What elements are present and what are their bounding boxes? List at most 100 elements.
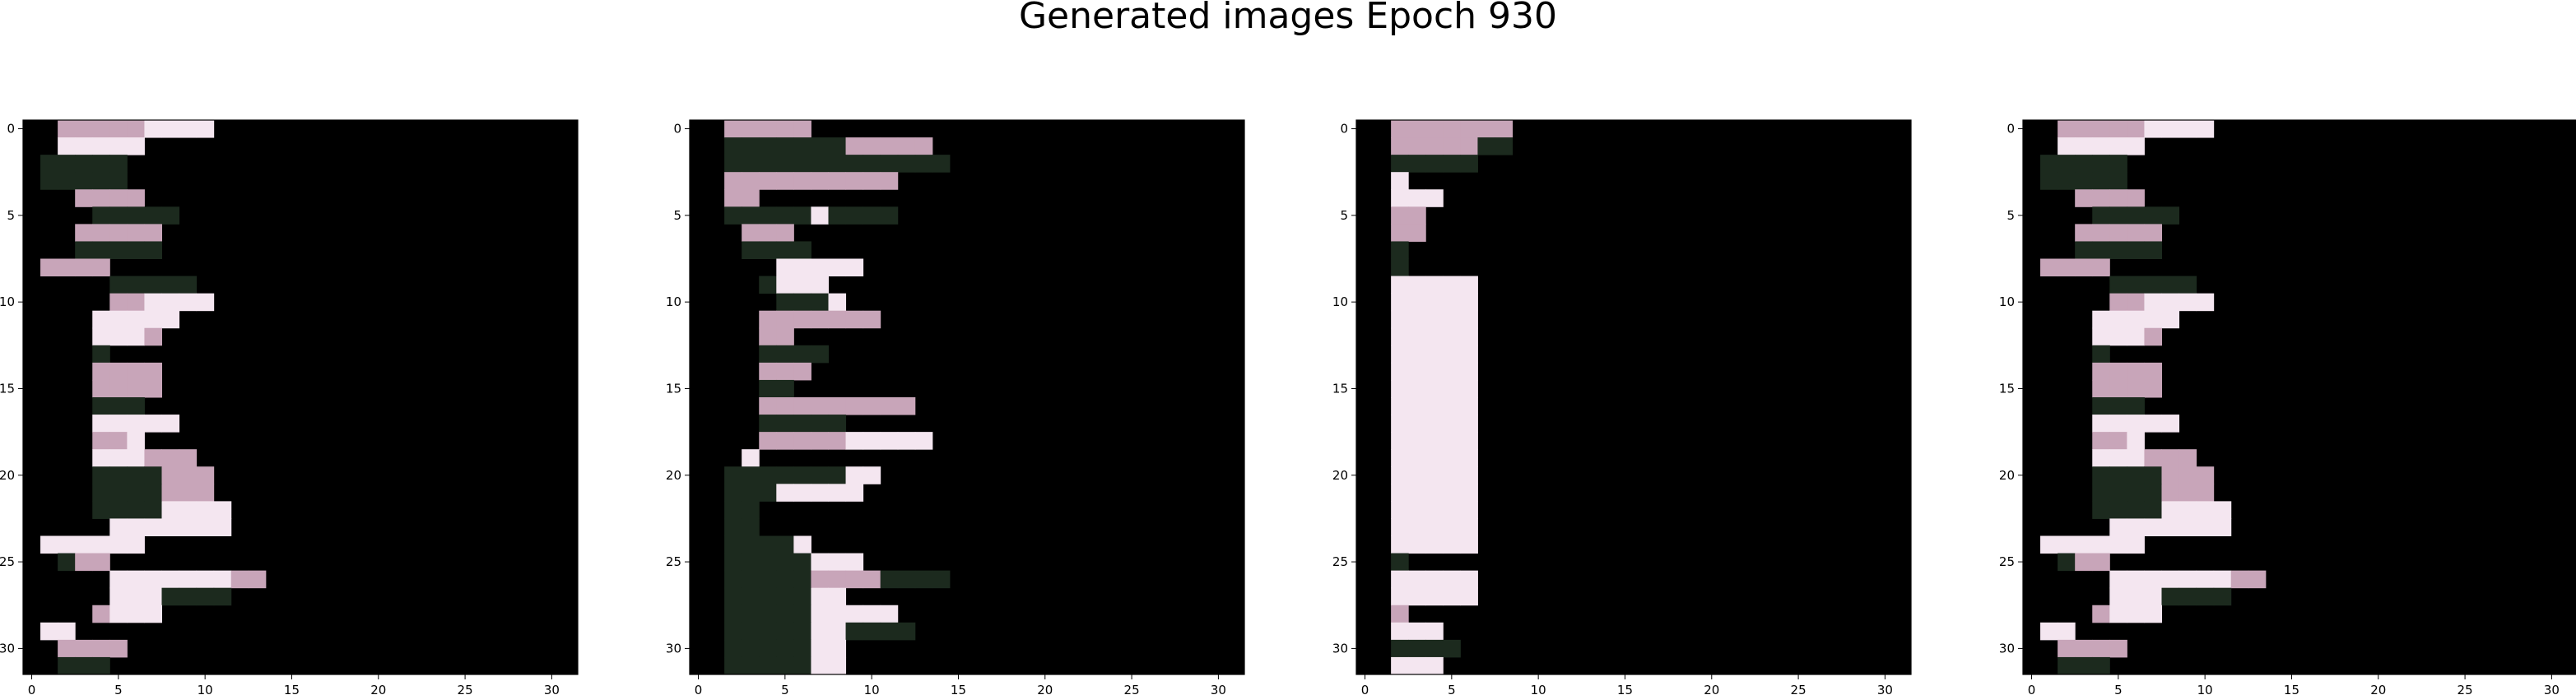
pixel-cell bbox=[845, 484, 864, 502]
pixel-cell bbox=[2144, 484, 2162, 502]
pixel-cell bbox=[248, 570, 267, 589]
pixel-cell bbox=[127, 535, 145, 554]
pixel-cell bbox=[1408, 327, 1426, 346]
pixel-cell bbox=[828, 605, 847, 623]
pixel-cell bbox=[127, 501, 145, 519]
pixel-cell bbox=[1425, 293, 1444, 312]
pixel-cell bbox=[2127, 310, 2145, 329]
pixel-cell bbox=[127, 327, 145, 346]
pixel-cell bbox=[75, 241, 93, 259]
x-tick-label: 5 bbox=[114, 683, 123, 695]
pixel-cell bbox=[845, 570, 864, 589]
pixel-cell bbox=[828, 206, 847, 225]
pixel-cell bbox=[742, 553, 760, 572]
pixel-cell bbox=[2092, 656, 2110, 675]
pixel-cell bbox=[2144, 224, 2162, 242]
pixel-cell bbox=[1443, 432, 1461, 450]
pixel-cell bbox=[776, 484, 794, 502]
pixel-cell bbox=[1460, 310, 1478, 329]
pixel-cell bbox=[161, 449, 180, 467]
pixel-cell bbox=[2075, 189, 2093, 207]
pixel-cell bbox=[127, 397, 145, 415]
pixel-cell bbox=[213, 570, 232, 589]
pixel-cell bbox=[2040, 258, 2058, 277]
pixel-cell bbox=[92, 206, 110, 225]
pixel-cell bbox=[2092, 501, 2110, 519]
pixel-cell bbox=[2040, 155, 2058, 173]
pixel-cell bbox=[2213, 587, 2232, 606]
pixel-cell bbox=[1408, 570, 1426, 589]
pixel-cell bbox=[1408, 501, 1426, 519]
figure-title: Generated images Epoch 930 bbox=[1018, 0, 1558, 37]
pixel-cell bbox=[2058, 639, 2076, 658]
pixel-cell bbox=[1408, 137, 1426, 155]
pixel-cell bbox=[1391, 327, 1409, 346]
pixel-cell bbox=[2213, 570, 2232, 589]
pixel-cell bbox=[793, 397, 811, 415]
pixel-cell bbox=[811, 137, 829, 155]
pixel-cell bbox=[1408, 415, 1426, 433]
pixel-cell bbox=[75, 553, 93, 572]
pixel-cell bbox=[828, 553, 847, 572]
pixel-cell bbox=[109, 379, 128, 398]
pixel-cell bbox=[1425, 570, 1444, 589]
y-tick-label: 30 bbox=[1332, 641, 1348, 656]
pixel-cell bbox=[793, 120, 811, 138]
x-tick-label: 25 bbox=[2457, 683, 2473, 695]
pixel-cell bbox=[1391, 379, 1409, 398]
pixel-cell bbox=[724, 518, 742, 536]
y-tick-label: 10 bbox=[0, 294, 15, 309]
pixel-cell bbox=[845, 206, 864, 225]
pixel-cell bbox=[196, 518, 215, 536]
pixel-cell bbox=[2144, 587, 2162, 606]
x-tick-label: 20 bbox=[370, 683, 386, 695]
pixel-cell bbox=[1425, 432, 1444, 450]
pixel-cell bbox=[127, 241, 145, 259]
pixel-cell bbox=[759, 535, 777, 554]
pixel-cell bbox=[1460, 293, 1478, 312]
pixel-cell bbox=[2178, 276, 2197, 294]
pixel-cell bbox=[880, 172, 899, 190]
pixel-cell bbox=[759, 276, 777, 294]
pixel-cell bbox=[2127, 415, 2145, 433]
x-tick-label: 10 bbox=[1531, 683, 1546, 695]
pixel-cell bbox=[811, 432, 829, 450]
pixel-cell bbox=[863, 137, 881, 155]
x-tick-label: 0 bbox=[28, 683, 36, 695]
pixel-cell bbox=[2144, 293, 2162, 312]
pixel-cell bbox=[2196, 587, 2215, 606]
pixel-cell bbox=[1460, 137, 1478, 155]
pixel-cell bbox=[40, 155, 58, 173]
y-tick-label: 20 bbox=[1332, 468, 1348, 483]
pixel-cell bbox=[880, 605, 899, 623]
pixel-cell bbox=[759, 345, 777, 364]
pixel-cell bbox=[2092, 189, 2110, 207]
pixel-cell bbox=[1443, 639, 1461, 658]
pixel-cell bbox=[92, 189, 110, 207]
pixel-cell bbox=[1391, 137, 1409, 155]
pixel-cell bbox=[1425, 137, 1444, 155]
pixel-cell bbox=[2127, 120, 2145, 138]
pixel-cell bbox=[2127, 224, 2145, 242]
pixel-cell bbox=[1391, 605, 1409, 623]
x-tick-label: 15 bbox=[1617, 683, 1633, 695]
y-tick-label: 10 bbox=[1332, 294, 1348, 309]
pixel-cell bbox=[742, 155, 760, 173]
pixel-cell bbox=[776, 172, 794, 190]
y-tick-label: 0 bbox=[1340, 122, 1348, 137]
pixel-cell bbox=[2178, 449, 2197, 467]
pixel-cell bbox=[2178, 293, 2197, 312]
pixel-cell bbox=[2092, 224, 2110, 242]
pixel-cell bbox=[759, 172, 777, 190]
pixel-cell bbox=[811, 622, 829, 641]
pixel-cell bbox=[1425, 397, 1444, 415]
pixel-cell bbox=[127, 206, 145, 225]
pixel-cell bbox=[109, 172, 128, 190]
pixel-cell bbox=[179, 587, 198, 606]
pixel-cell bbox=[179, 293, 198, 312]
pixel-cell bbox=[759, 415, 777, 433]
pixel-cell bbox=[58, 639, 76, 658]
pixel-cell bbox=[1408, 656, 1426, 675]
pixel-cell bbox=[2178, 518, 2197, 536]
